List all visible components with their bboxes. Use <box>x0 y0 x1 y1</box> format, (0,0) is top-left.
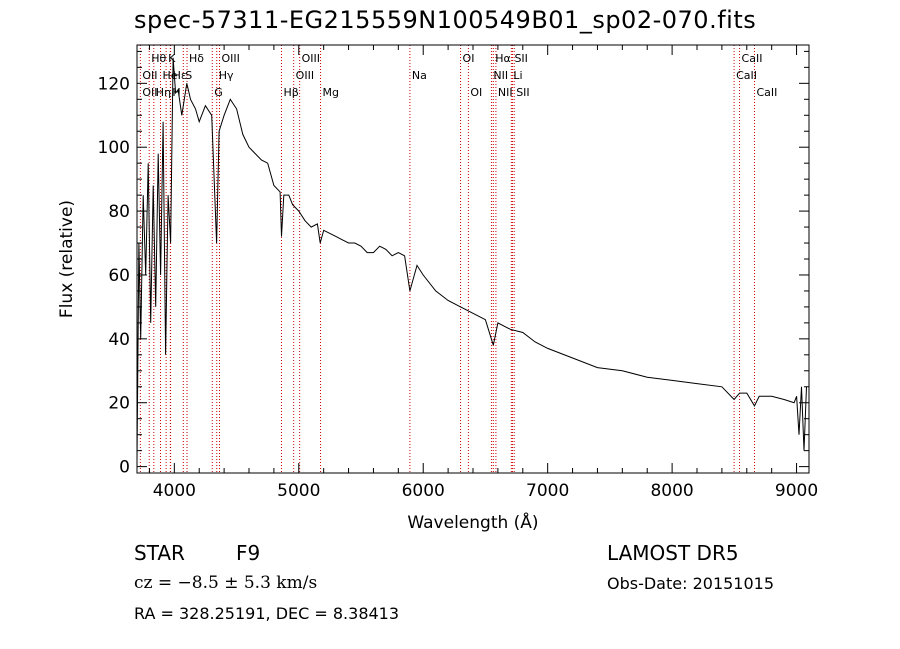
y-tick-label: 120 <box>98 74 130 94</box>
line-label: Hγ <box>219 69 234 82</box>
y-tick-label: 0 <box>119 458 130 478</box>
y-tick-label: 20 <box>108 394 130 414</box>
line-label: S <box>185 69 192 82</box>
x-tick-label: 5000 <box>277 481 320 501</box>
line-label: Hα <box>495 52 511 65</box>
line-label: SII <box>516 86 529 99</box>
line-label: Hε <box>173 69 187 82</box>
x-tick-label: 9000 <box>775 481 818 501</box>
spectral-subclass: F9 <box>236 541 261 565</box>
y-tick-label: 60 <box>108 266 130 286</box>
line-label: CaII <box>736 69 757 82</box>
line-label: CaII <box>742 52 763 65</box>
x-tick-label: 8000 <box>650 481 693 501</box>
y-tick-label: 100 <box>98 138 130 158</box>
x-tick-label: 6000 <box>402 481 445 501</box>
line-label: OIII <box>302 52 320 65</box>
x-tick-label: 4000 <box>153 481 196 501</box>
line-label: G <box>214 86 223 99</box>
line-label: CaII <box>756 86 777 99</box>
obs-date: Obs-Date: 20151015 <box>607 574 775 593</box>
line-label: Hη <box>156 86 171 99</box>
line-label: K <box>168 52 176 65</box>
plot-title: spec-57311-EG215559N100549B01_sp02-070.f… <box>134 6 757 34</box>
line-label: NII <box>498 86 513 99</box>
line-label: OII <box>142 69 157 82</box>
line-label: Mg <box>323 86 339 99</box>
survey-name: LAMOST DR5 <box>607 541 739 565</box>
line-label: OIII <box>296 69 314 82</box>
y-tick-label: 40 <box>108 330 130 350</box>
redshift-cz: cz = −8.5 ± 5.3 km/s <box>134 573 318 593</box>
line-label: Hβ <box>283 86 298 99</box>
x-tick-label: 7000 <box>526 481 569 501</box>
line-label: Hδ <box>189 52 204 65</box>
line-label: OIII <box>222 52 240 65</box>
y-axis-label: Flux (relative) <box>57 200 77 318</box>
spectrum-line <box>136 57 807 461</box>
line-label: NII <box>493 69 508 82</box>
object-class: STAR <box>134 541 185 565</box>
line-label: Li <box>513 69 522 82</box>
line-label: OI <box>470 86 482 99</box>
plot-frame <box>136 44 810 474</box>
line-label: OII <box>142 86 157 99</box>
line-label: He <box>163 69 178 82</box>
line-label: Hθ <box>151 52 166 65</box>
x-axis-label: Wavelength (Å) <box>407 511 538 533</box>
line-label: OI <box>463 52 475 65</box>
y-tick-label: 80 <box>108 202 130 222</box>
line-label: SII <box>514 52 527 65</box>
line-label: Na <box>412 69 427 82</box>
line-label: H <box>172 86 180 99</box>
coordinates: RA = 328.25191, DEC = 8.38413 <box>134 604 400 623</box>
